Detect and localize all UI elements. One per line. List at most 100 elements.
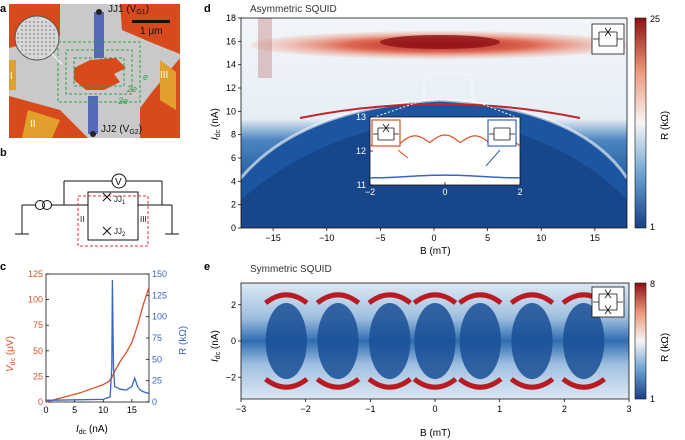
e-colorbar-label: R (kΩ) xyxy=(660,333,671,362)
c-xtick-label: 5 xyxy=(72,405,77,415)
e-xtick-label: 2 xyxy=(562,404,567,414)
lead-I xyxy=(9,60,16,90)
panel-e: e Symmetric SQUID −3 −2 −1 0 1 2 3−202 B (mT) … xyxy=(204,261,671,439)
lead-top-right xyxy=(120,4,180,54)
heatmap-e xyxy=(241,283,629,399)
d-ytick-label: 6 xyxy=(231,153,236,163)
d-ytick-label: 0 xyxy=(231,223,236,233)
e-xtick-label: 3 xyxy=(626,404,631,414)
e-lobe-bottom-arc xyxy=(315,377,361,390)
e-lobe-top-arc xyxy=(458,292,503,305)
scale-label: 1 μm xyxy=(140,26,162,37)
inset-xtick-label: 0 xyxy=(442,187,447,197)
e-xtick-label: 0 xyxy=(432,404,437,414)
current-source-a xyxy=(35,200,45,210)
d-inset-axes: −2 0 2 11 12 13 xyxy=(356,112,523,197)
c-ytick-left-label: 125 xyxy=(28,269,43,279)
c-ytick-right-label: 75 xyxy=(152,333,162,343)
gate-1 xyxy=(94,12,104,58)
d-colorbar-min: 1 xyxy=(650,222,655,232)
d-ytick-label: 2 xyxy=(231,200,236,210)
e-ytick-label: 0 xyxy=(231,336,236,346)
c-xtick-label: 0 xyxy=(43,405,48,415)
c-ylabel-right: R (kΩ) xyxy=(178,326,189,355)
e-lobe-bottom-arc xyxy=(412,377,458,390)
c-ytick-left-label: 100 xyxy=(28,295,43,305)
scale-bar xyxy=(132,20,170,23)
jj1-label: JJ1 (VG1) xyxy=(108,4,149,16)
inset-ytick-label: 11 xyxy=(357,180,366,190)
e-lobe xyxy=(369,302,411,380)
e-lobe-top-arc xyxy=(367,292,412,305)
d-ytick-label: 14 xyxy=(226,60,236,70)
panel-label-c: c xyxy=(0,261,6,273)
panel-label-d: d xyxy=(204,3,211,15)
e-xtick-label: −1 xyxy=(365,404,375,414)
voltmeter-label: V xyxy=(115,177,122,188)
e-xtick-label: −3 xyxy=(236,404,246,414)
c-ytick-left-label: 50 xyxy=(33,346,43,356)
center-island xyxy=(74,58,126,90)
c-ytick-left-label: 75 xyxy=(33,320,43,330)
lead-label-II: II xyxy=(30,119,36,130)
heatmap-d xyxy=(241,18,627,228)
inset-arrow-blue xyxy=(485,149,501,167)
axes-e: −3 −2 −1 0 1 2 3 −2 0 2 xyxy=(226,300,632,414)
e-lobe-top-arc xyxy=(509,292,555,305)
jj2-cross xyxy=(102,226,112,236)
e-lobe-top-arc xyxy=(412,292,458,305)
circuit-label-III: III xyxy=(140,215,147,224)
c-ylabel-left: Vdc (μV) xyxy=(5,336,17,372)
d-zoom-box xyxy=(423,73,473,101)
jj2-circuit-label: JJ2 xyxy=(114,227,126,238)
gate-1-pad xyxy=(96,9,102,15)
d-title: Asymmetric SQUID xyxy=(250,4,337,15)
circuit-label-II: II xyxy=(80,215,84,224)
c-xtick-label: 10 xyxy=(98,405,108,415)
e-ytick-label: −2 xyxy=(226,372,236,382)
inset-ytick-label: 12 xyxy=(356,146,366,156)
c-ytick-right-label: 150 xyxy=(152,269,167,279)
e-lobes xyxy=(264,292,606,390)
d-zoom-line-left xyxy=(371,99,425,119)
d-dome-edge xyxy=(241,98,627,179)
inset-icon-asym-red xyxy=(371,119,401,147)
loop-e xyxy=(57,41,141,103)
jj1-circuit-label: JJ1 xyxy=(114,195,126,206)
loop-2e xyxy=(65,49,133,95)
d-xtick-label: 5 xyxy=(485,233,490,243)
e-lobe xyxy=(563,302,605,380)
lead-label-I: I xyxy=(10,71,13,82)
e-xlabel: B (mT) xyxy=(420,428,451,439)
device-boundary xyxy=(77,195,149,247)
c-ytick-left-label: 0 xyxy=(38,397,43,407)
e-lobe-bottom-arc xyxy=(561,377,606,390)
c-ytick-right-label: 125 xyxy=(152,290,167,300)
d-xtick-label: −5 xyxy=(375,233,385,243)
e-lobe xyxy=(511,302,553,380)
e-lobe xyxy=(317,302,359,380)
d-red-core xyxy=(380,35,500,49)
lead-label-III: III xyxy=(160,70,168,81)
c-ytick-left-label: 25 xyxy=(33,371,43,381)
e-ylabel: Idc (nA) xyxy=(210,330,222,362)
gold-contact-II xyxy=(22,110,60,138)
d-xtick-label: −15 xyxy=(266,233,281,243)
d-colorbar-label: R (kΩ) xyxy=(660,111,671,140)
e-colorbar xyxy=(634,282,647,400)
inset-xtick-label: 2 xyxy=(517,187,522,197)
e-lobe xyxy=(414,302,456,380)
d-ytick-label: 10 xyxy=(226,106,236,116)
inset-series-blue xyxy=(370,174,520,179)
inset-ytick-label: 13 xyxy=(356,112,366,122)
e-lobe-bottom-arc xyxy=(458,377,503,390)
series-vdc xyxy=(45,287,150,403)
lattice-dots xyxy=(17,18,57,58)
e-title: Symmetric SQUID xyxy=(250,264,332,275)
c-ytick-right-label: 100 xyxy=(152,312,167,322)
c-ytick-right-label: 0 xyxy=(152,397,157,407)
d-ytick-label: 16 xyxy=(226,36,236,46)
loop-label-e: e xyxy=(143,72,148,82)
c-xlabel: Idc (nA) xyxy=(76,424,108,436)
